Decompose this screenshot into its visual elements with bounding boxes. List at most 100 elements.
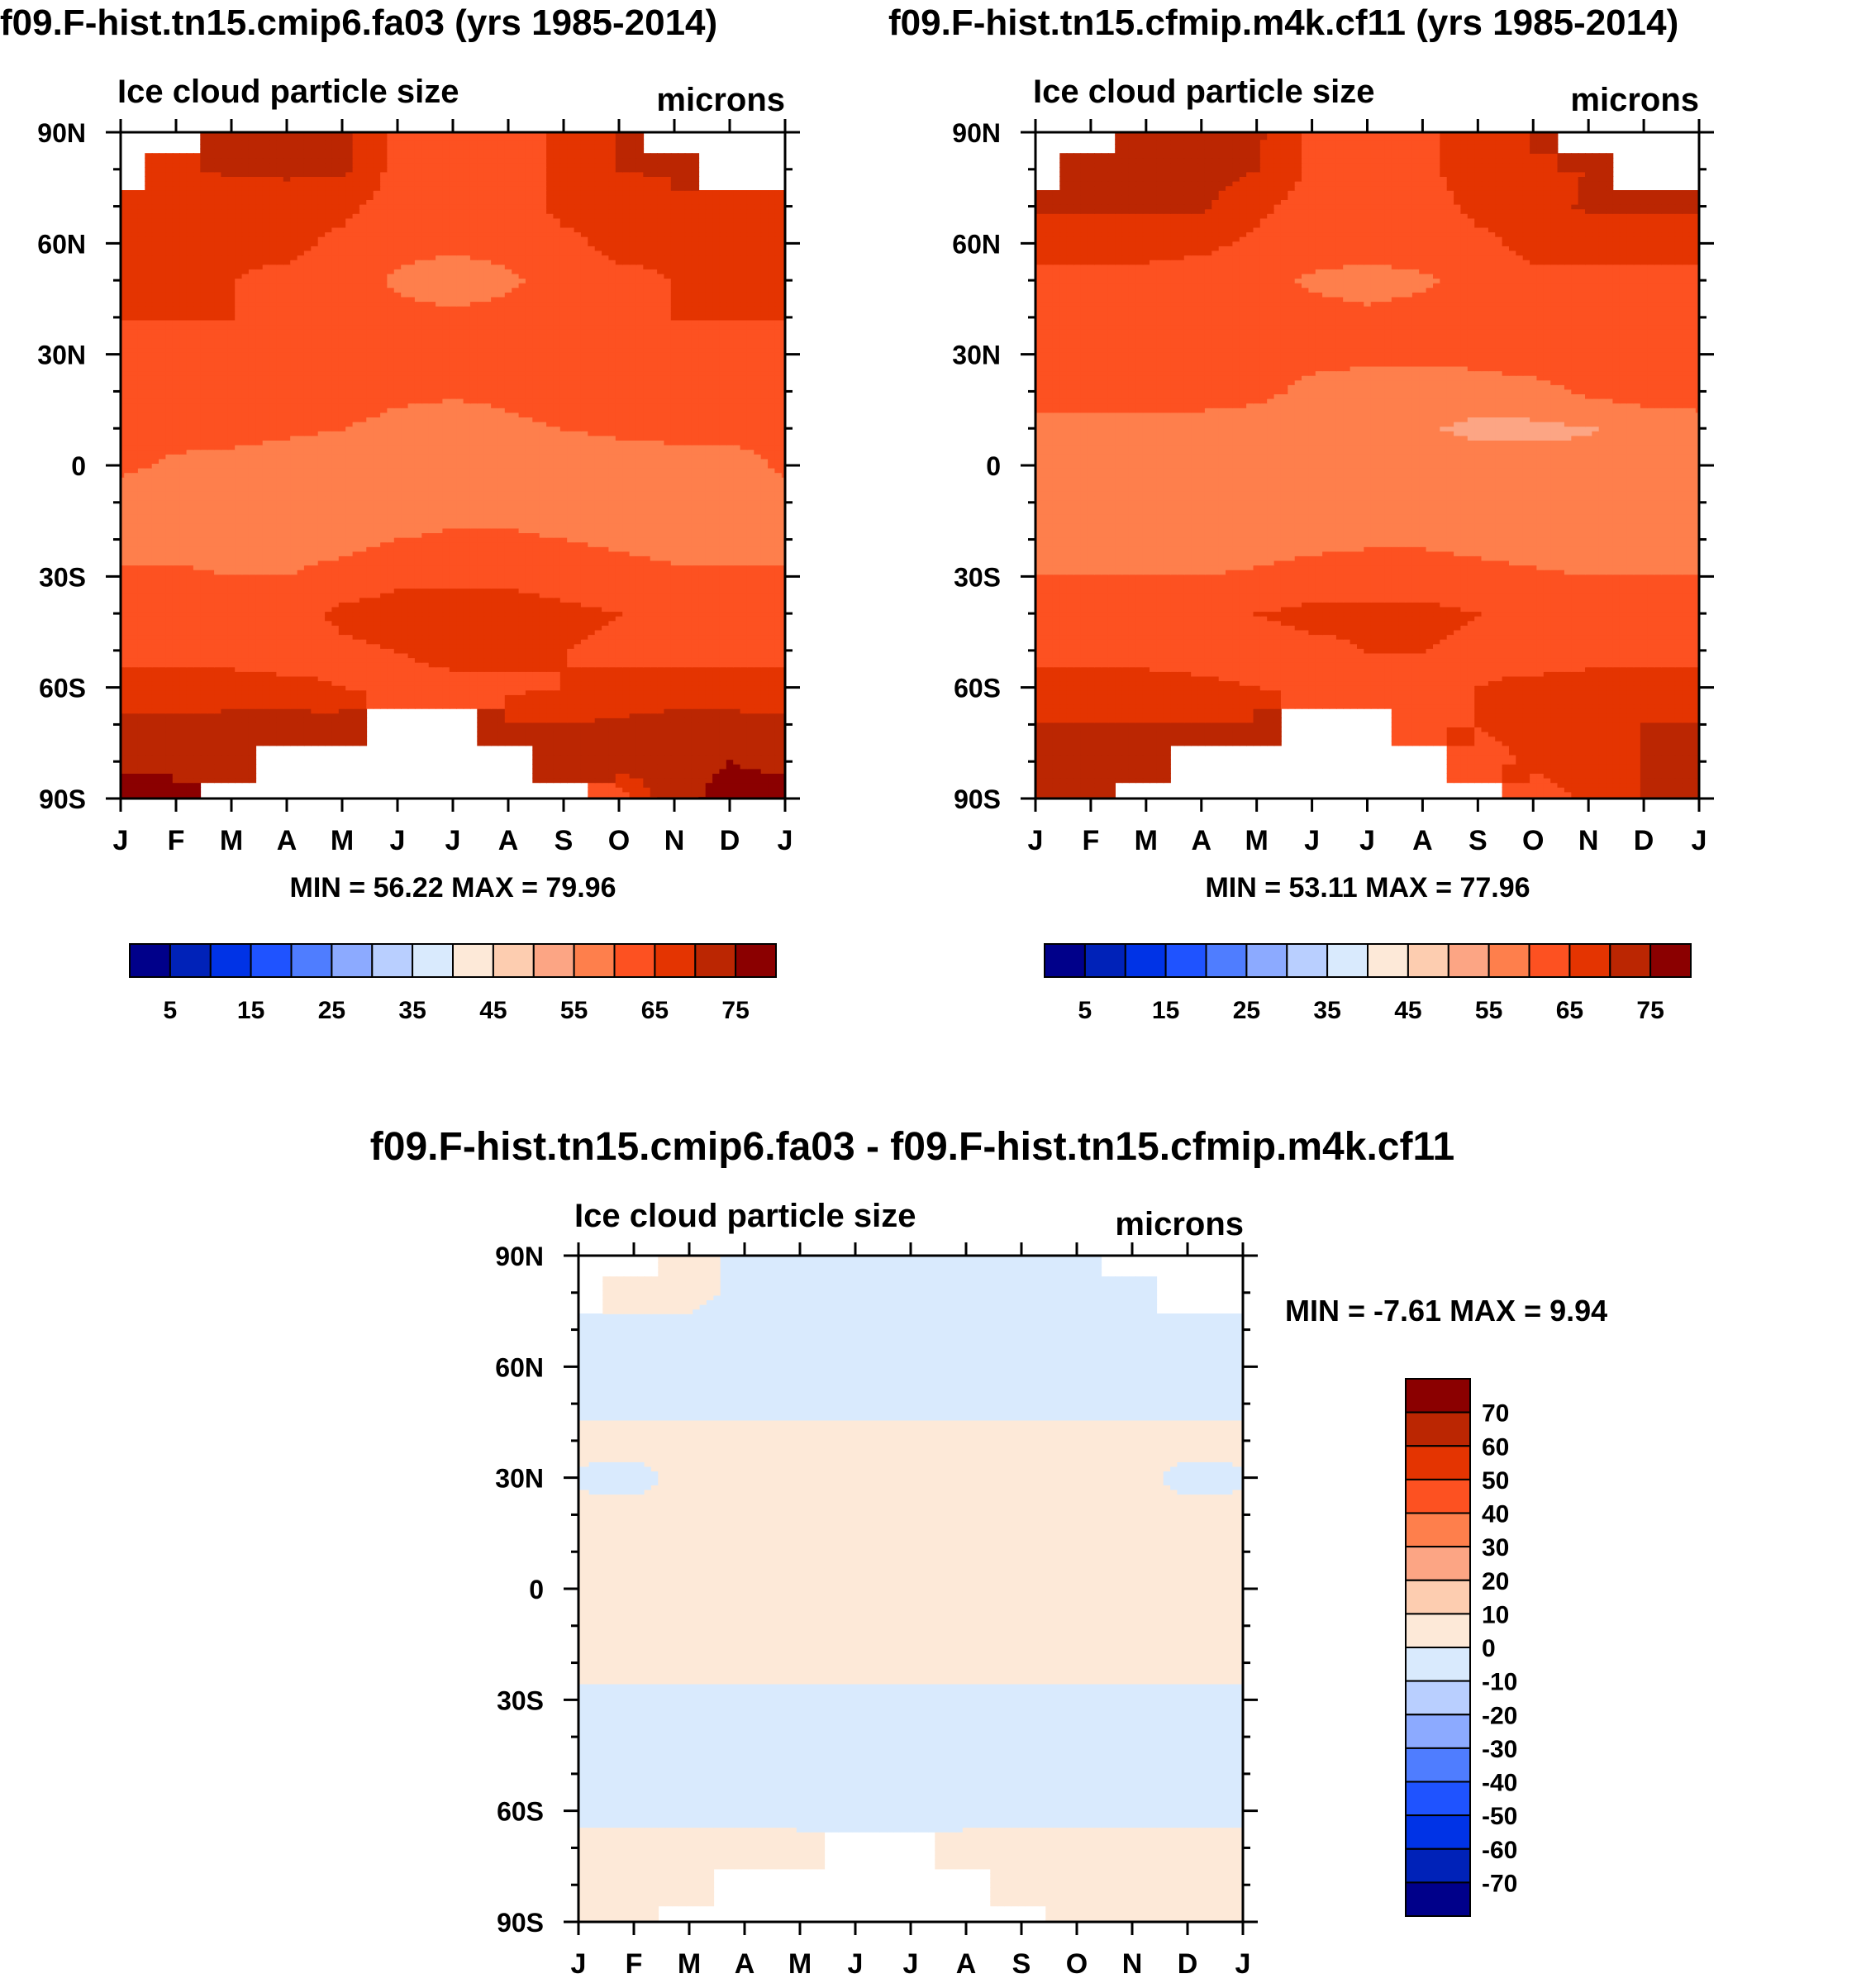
- heatmap-cell: [290, 588, 298, 594]
- heatmap-cell: [303, 736, 312, 741]
- heatmap-cell: [276, 703, 284, 709]
- heatmap-cell: [401, 648, 409, 654]
- heatmap-cell: [705, 652, 713, 659]
- heatmap-cell: [290, 708, 298, 714]
- heatmap-cell: [331, 611, 340, 617]
- heatmap-cell: [497, 620, 506, 626]
- heatmap-cell: [580, 703, 589, 709]
- heatmap-cell: [643, 551, 651, 556]
- heatmap-cell: [387, 597, 395, 603]
- heatmap-cell: [643, 713, 651, 718]
- heatmap-cell: [684, 666, 693, 672]
- heatmap-cell: [331, 588, 340, 594]
- heatmap-cell: [317, 675, 326, 682]
- heatmap-cell: [768, 773, 776, 779]
- heatmap-cell: [553, 708, 561, 714]
- heatmap-cell: [317, 625, 326, 631]
- heatmap-cell: [574, 722, 582, 727]
- heatmap-cell: [491, 703, 499, 709]
- heatmap-cell: [512, 657, 520, 663]
- heatmap-cell: [311, 588, 319, 594]
- heatmap-cell: [283, 625, 291, 631]
- heatmap-cell: [352, 736, 360, 741]
- heatmap-cell: [504, 629, 512, 636]
- heatmap-cell: [712, 555, 721, 561]
- heatmap-cell: [477, 597, 485, 603]
- heatmap-cell: [635, 684, 645, 691]
- heatmap-cell: [380, 565, 388, 570]
- heatmap-cell: [553, 602, 561, 608]
- heatmap-cell: [698, 777, 707, 784]
- heatmap-cell: [670, 675, 678, 682]
- heatmap-cell: [643, 569, 651, 575]
- heatmap-cell: [317, 638, 326, 645]
- heatmap-cell: [705, 680, 713, 686]
- heatmap-cell: [698, 643, 707, 649]
- heatmap-cell: [366, 565, 374, 570]
- heatmap-cell: [121, 777, 125, 784]
- heatmap-cell: [297, 546, 305, 552]
- heatmap-cell: [622, 713, 631, 718]
- heatmap-cell: [221, 532, 229, 538]
- heatmap-cell: [469, 671, 478, 677]
- heatmap-cell: [622, 666, 631, 672]
- heatmap-cell: [781, 684, 785, 691]
- heatmap-cell: [477, 551, 485, 556]
- heatmap-cell: [525, 643, 534, 649]
- heatmap-cell: [241, 684, 250, 691]
- heatmap-cell: [781, 583, 785, 589]
- heatmap-cell: [221, 648, 229, 654]
- heatmap-cell: [283, 555, 291, 561]
- heatmap-cell: [588, 754, 596, 760]
- heatmap-cell: [221, 768, 229, 774]
- heatmap-cell: [567, 708, 575, 714]
- heatmap-cell: [338, 657, 346, 663]
- heatmap-cell: [726, 536, 734, 543]
- heatmap-cell: [684, 583, 693, 589]
- heatmap-cell: [684, 625, 693, 631]
- heatmap-cell: [227, 643, 236, 649]
- heatmap-cell: [588, 615, 596, 622]
- heatmap-cell: [248, 579, 257, 584]
- heatmap-cell: [726, 583, 734, 589]
- heatmap-cell: [145, 634, 153, 640]
- heatmap-cell: [740, 689, 748, 695]
- heatmap-cell: [733, 602, 741, 608]
- heatmap-cell: [477, 675, 485, 682]
- heatmap-cell: [643, 532, 651, 538]
- heatmap-cell: [151, 652, 159, 659]
- heatmap-cell: [684, 643, 693, 649]
- heatmap-cell: [760, 671, 769, 677]
- heatmap-cell: [380, 615, 388, 622]
- heatmap-cell: [179, 532, 188, 538]
- heatmap-cell: [760, 787, 769, 793]
- heatmap-cell: [774, 532, 783, 538]
- heatmap-cell: [539, 541, 547, 547]
- heatmap-cell: [546, 634, 555, 640]
- heatmap-cell: [207, 555, 215, 561]
- heatmap-cell: [477, 643, 485, 649]
- heatmap-cell: [733, 615, 741, 622]
- heatmap-cell: [200, 583, 208, 589]
- heatmap-cell: [733, 643, 741, 649]
- heatmap-cell: [401, 684, 409, 691]
- heatmap-cell: [491, 574, 499, 579]
- heatmap-cell: [518, 551, 526, 556]
- heatmap-cell: [719, 741, 727, 746]
- heatmap-cell: [781, 736, 785, 741]
- heatmap-cell: [629, 787, 637, 793]
- heatmap-cell: [726, 569, 734, 575]
- heatmap-cell: [200, 532, 208, 538]
- heatmap-cell: [719, 588, 727, 594]
- heatmap-cell: [546, 648, 555, 654]
- heatmap-cell: [580, 750, 589, 756]
- heatmap-cell: [317, 555, 326, 561]
- heatmap-cell: [746, 782, 755, 788]
- heatmap-cell: [283, 588, 291, 594]
- heatmap-cell: [608, 634, 616, 640]
- heatmap-cell: [588, 560, 596, 566]
- heatmap-cell: [629, 684, 637, 691]
- heatmap-cell: [151, 592, 159, 598]
- heatmap-cell: [712, 652, 721, 659]
- heatmap-cell: [151, 787, 159, 793]
